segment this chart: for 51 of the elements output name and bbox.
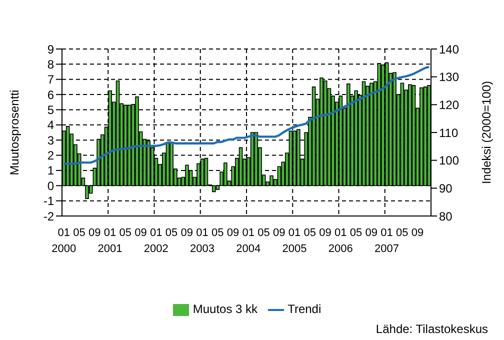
x-tick-label: 09: [273, 227, 286, 239]
y2-tick-label: 130: [439, 70, 460, 84]
bar: [377, 63, 382, 186]
bar: [270, 175, 274, 186]
y-tick-label: 5: [47, 102, 54, 117]
x-tick-label: 05: [396, 227, 408, 239]
y-tick-label: 2: [47, 148, 54, 163]
x-tick-label: 09: [411, 227, 424, 239]
y2-tick-label: 90: [439, 181, 453, 196]
x-tick-label: 09: [134, 227, 147, 239]
x-tick-label: 09: [365, 227, 378, 239]
y2-tick-label: 100: [439, 154, 460, 168]
y-tick-label: -1: [43, 194, 54, 208]
x-tick-label: 05: [304, 227, 316, 239]
legend-label: Muutos 3 kk: [192, 302, 258, 316]
x-tick-label: 09: [319, 227, 332, 239]
y-tick-label: 6: [47, 88, 54, 102]
legend-label: Trendi: [288, 302, 322, 316]
bar: [96, 138, 100, 186]
x-tick-label: 05: [119, 227, 132, 239]
y-tick-label: 7: [47, 72, 54, 87]
y-tick-label: 3: [47, 133, 54, 148]
y2-tick-label: 120: [439, 98, 460, 112]
y2-tick-label: 110: [439, 126, 458, 140]
x-tick-label: 09: [88, 227, 101, 239]
x-tick-label: 09: [180, 227, 194, 239]
line-series: [62, 66, 430, 165]
bar: [408, 84, 412, 186]
y2-tick-label: 140: [439, 42, 460, 56]
y-tick-label: 8: [47, 57, 54, 72]
y2-tick-label: 80: [439, 209, 453, 224]
bar: [212, 185, 216, 192]
x-tick-label: 09: [226, 227, 240, 239]
bar: [400, 82, 404, 186]
bar: [166, 142, 170, 186]
bar: [124, 104, 128, 186]
y-tick-label: 0: [47, 178, 54, 193]
y-tick-label: 1: [47, 164, 54, 178]
x-tick-label: 05: [73, 227, 86, 239]
y-axis-title: Muutosprosentti: [7, 90, 22, 176]
y2-axis-title: Indeksi (2000=100): [479, 80, 494, 184]
bar: [370, 82, 374, 186]
y-tick-label: 9: [47, 42, 54, 56]
y-tick-label: -2: [43, 209, 54, 224]
x-tick-label: 05: [165, 227, 178, 239]
bar: [423, 86, 428, 186]
text: Lähde: Tilastokeskus: [376, 322, 488, 336]
x-tick-label: 05: [258, 227, 270, 239]
y-tick-label: 4: [47, 118, 54, 132]
x-tick-label: 05: [350, 227, 362, 239]
x-tick-label: 05: [212, 227, 224, 239]
